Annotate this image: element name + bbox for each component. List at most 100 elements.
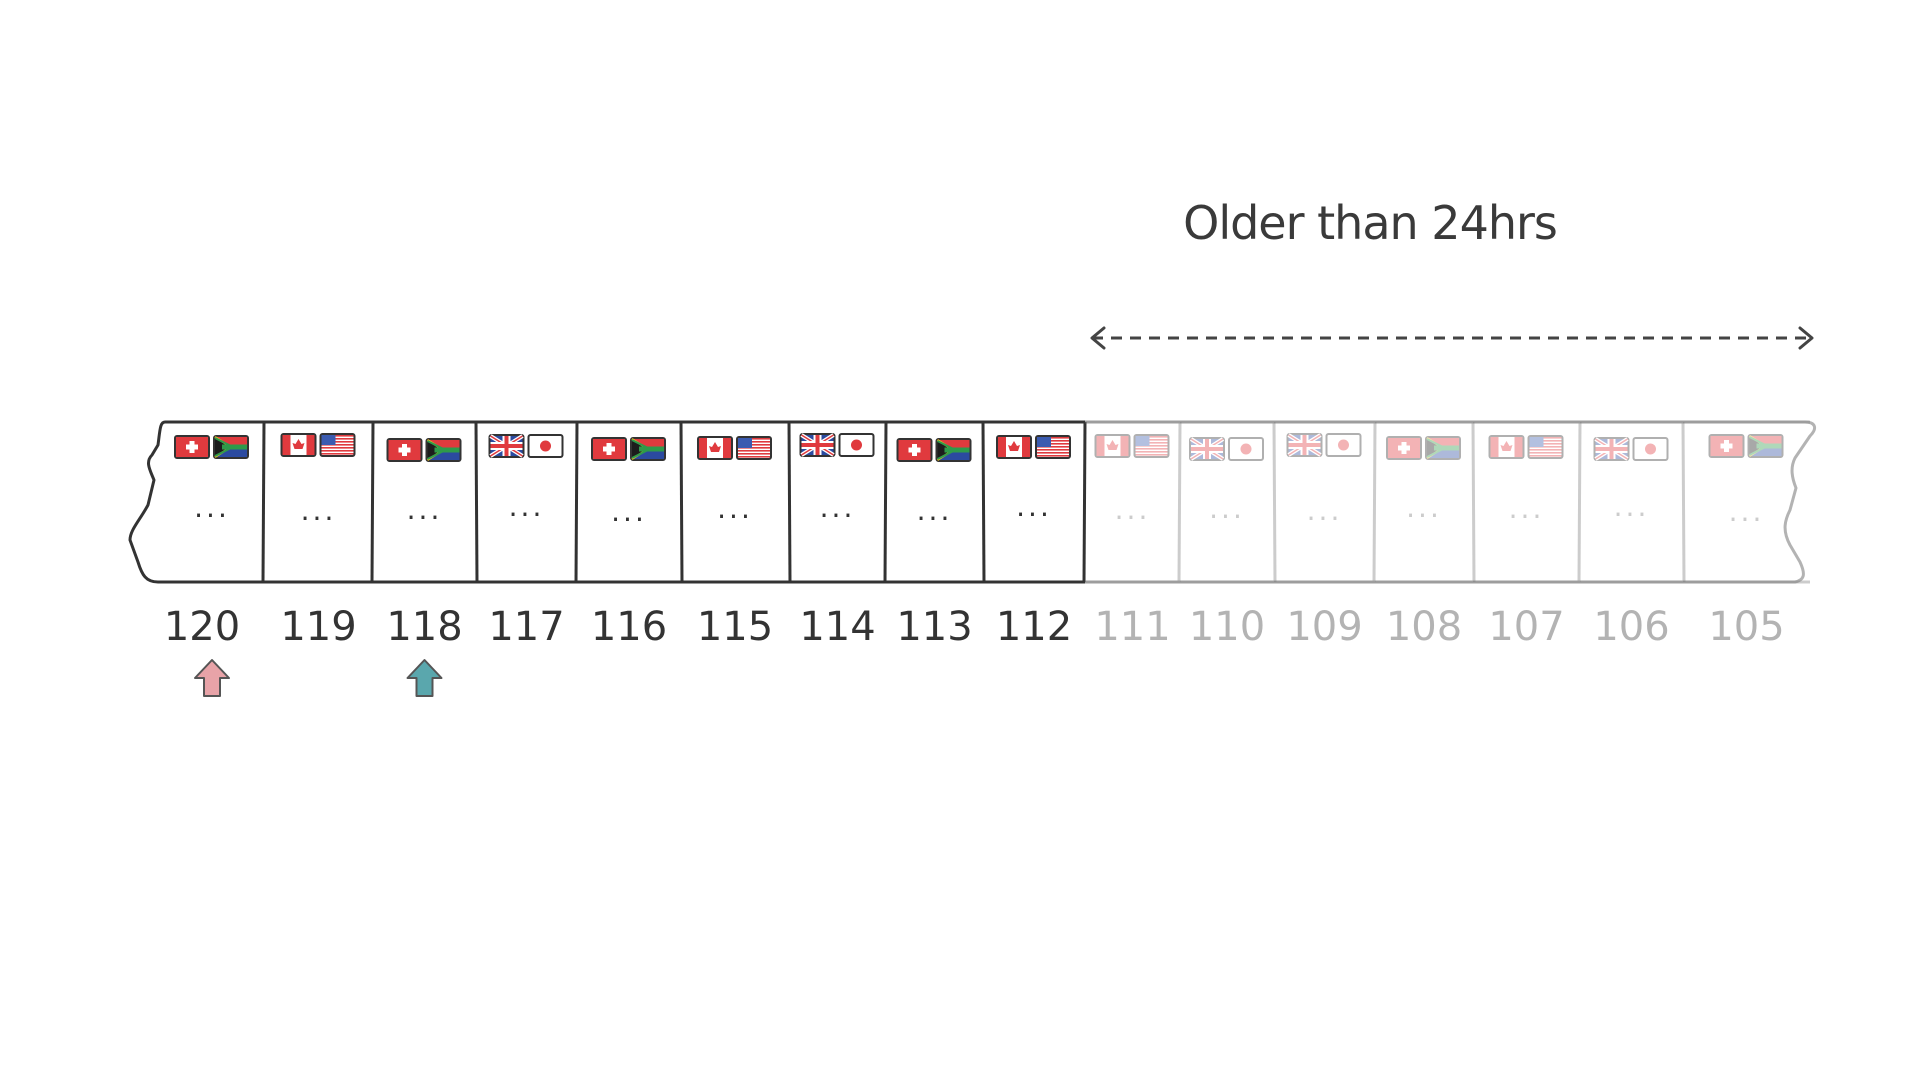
- segment-content-ellipsis: ...: [407, 493, 443, 526]
- segment-114: ...: [789, 420, 888, 584]
- segment-106: ...: [1580, 420, 1686, 584]
- segment-divider: [261, 421, 266, 583]
- segment-content-ellipsis: ...: [509, 490, 545, 523]
- segment-label-107: 107: [1488, 604, 1564, 650]
- segment-label-106: 106: [1593, 604, 1669, 650]
- uk-flag-icon: [799, 433, 836, 457]
- japan-flag-icon: [527, 434, 564, 458]
- segment-117: ...: [476, 420, 579, 584]
- markers: [194, 659, 443, 697]
- usa-flag-icon: [736, 436, 772, 460]
- segment-label-105: 105: [1708, 604, 1784, 650]
- canada-flag-icon: [1094, 434, 1131, 458]
- canada-flag-icon: [280, 433, 317, 457]
- segment-108: ...: [1375, 420, 1476, 584]
- south-africa-flag-icon: [935, 438, 972, 462]
- segment-content-ellipsis: ...: [917, 494, 953, 527]
- pink-arrow-icon: [194, 659, 230, 697]
- segment-content-ellipsis: ...: [1509, 492, 1545, 525]
- uk-flag-icon: [1189, 437, 1225, 461]
- segment-content-ellipsis: ...: [1209, 492, 1245, 525]
- segment-tape: ........................................…: [128, 420, 1817, 584]
- japan-flag-icon: [1632, 437, 1669, 461]
- segment-divider: [1471, 421, 1476, 583]
- segment-content-ellipsis: ...: [1115, 493, 1151, 526]
- segment-115: ...: [681, 420, 792, 584]
- segment-label-119: 119: [280, 604, 356, 650]
- south-africa-flag-icon: [1425, 436, 1461, 460]
- uk-flag-icon: [488, 434, 525, 458]
- segment-content-ellipsis: ...: [1614, 490, 1650, 523]
- usa-flag-icon: [1133, 434, 1170, 458]
- segment-content-ellipsis: ...: [1729, 495, 1765, 528]
- canada-flag-icon: [996, 435, 1032, 459]
- canada-flag-icon: [1488, 435, 1525, 459]
- segment-119: ...: [264, 420, 375, 584]
- swiss-flag-icon: [386, 438, 423, 462]
- segment-109: ...: [1274, 420, 1377, 584]
- segment-116: ...: [577, 420, 684, 584]
- segment-118: ...: [373, 420, 479, 584]
- segment-label-110: 110: [1189, 604, 1265, 650]
- swiss-flag-icon: [591, 437, 627, 461]
- segment-divider: [1177, 421, 1182, 583]
- range-arrow: [1090, 326, 1814, 350]
- canada-flag-icon: [697, 436, 733, 460]
- segment-divider: [1577, 421, 1582, 583]
- segment-divider: [1681, 421, 1686, 583]
- segment-110: ...: [1180, 420, 1277, 584]
- segment-divider: [1372, 421, 1377, 583]
- segment-content-ellipsis: ...: [301, 494, 337, 527]
- south-africa-flag-icon: [425, 438, 462, 462]
- segment-120: ...: [160, 420, 266, 584]
- segment-divider: [883, 421, 888, 583]
- segment-labels: 120 119 118 117 116 115 114 113 112 111 110 109 108 1…: [164, 604, 1785, 650]
- segment-label-114: 114: [799, 604, 875, 650]
- segment-label-118: 118: [386, 604, 462, 650]
- segment-label-116: 116: [591, 604, 667, 650]
- segment-content-ellipsis: ...: [1307, 494, 1343, 527]
- segment-content-ellipsis: ...: [1406, 491, 1442, 524]
- usa-flag-icon: [1527, 435, 1564, 459]
- segment-113: ...: [886, 420, 986, 584]
- segment-divider: [981, 421, 986, 583]
- segment-content-ellipsis: ...: [820, 491, 856, 524]
- teal-arrow-icon: [406, 659, 443, 697]
- segment-content-ellipsis: ...: [1016, 490, 1052, 523]
- segment-label-115: 115: [697, 604, 773, 650]
- swiss-flag-icon: [1708, 434, 1745, 458]
- older-than-24hrs-label: Older than 24hrs: [1183, 196, 1558, 250]
- uk-flag-icon: [1593, 437, 1630, 461]
- japan-flag-icon: [1228, 437, 1264, 461]
- tape-outline-old: [1083, 420, 1817, 584]
- usa-flag-icon: [1035, 435, 1071, 459]
- south-africa-flag-icon: [1747, 434, 1784, 458]
- segment-label-117: 117: [488, 604, 564, 650]
- segment-111: ...: [1085, 420, 1182, 584]
- segment-divider: [1082, 421, 1087, 583]
- segment-112: ...: [983, 420, 1087, 584]
- segment-content-ellipsis: ...: [717, 492, 753, 525]
- swiss-flag-icon: [896, 438, 933, 462]
- segment-divider: [474, 421, 479, 583]
- segment-label-108: 108: [1386, 604, 1462, 650]
- segment-content-ellipsis: ...: [611, 495, 647, 528]
- segment-105: ...: [1683, 420, 1810, 584]
- south-africa-flag-icon: [213, 435, 249, 459]
- segment-label-111: 111: [1094, 604, 1170, 650]
- swiss-flag-icon: [174, 435, 210, 459]
- segment-divider: [574, 421, 579, 583]
- segment-divider: [787, 421, 792, 583]
- south-africa-flag-icon: [630, 437, 666, 461]
- segment-label-120: 120: [164, 604, 240, 650]
- usa-flag-icon: [319, 433, 356, 457]
- segment-label-113: 113: [896, 604, 972, 650]
- segment-content-ellipsis: ...: [194, 491, 230, 524]
- tape-outline-recent: [128, 420, 1087, 584]
- segment-divider: [679, 421, 684, 583]
- segment-divider: [370, 421, 375, 583]
- segment-divider: [1272, 421, 1277, 583]
- swiss-flag-icon: [1386, 436, 1422, 460]
- japan-flag-icon: [838, 433, 875, 457]
